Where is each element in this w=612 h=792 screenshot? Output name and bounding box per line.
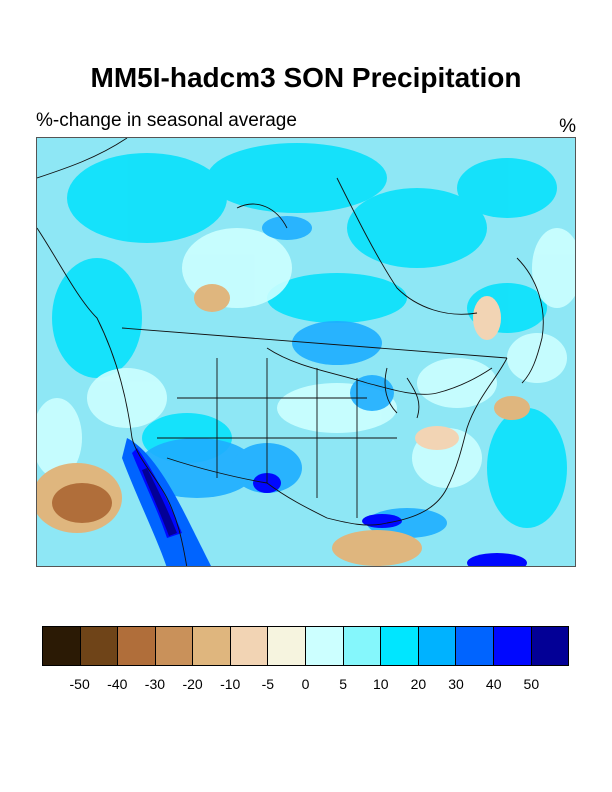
map-fill-negative xyxy=(37,284,530,566)
colorbar-swatch xyxy=(80,627,119,665)
coastlines-and-borders xyxy=(37,138,544,566)
colorbar-tick-label: -5 xyxy=(261,676,275,692)
colorbar-swatch xyxy=(118,627,156,665)
colorbar-swatch xyxy=(306,627,344,665)
colorbar-tick-label: 0 xyxy=(301,676,310,692)
colorbar-tick-label: 20 xyxy=(410,676,427,692)
colorbar-tick-label: -50 xyxy=(69,676,90,692)
colorbar-tick-label: 50 xyxy=(523,676,540,692)
map-canvas xyxy=(37,138,575,566)
colorbar-swatch xyxy=(381,627,419,665)
precipitation-change-map xyxy=(36,137,576,567)
map-fill-40-50pct xyxy=(122,438,527,566)
colorbar-tick-label: 10 xyxy=(372,676,389,692)
colorbar-tick-label: -40 xyxy=(107,676,128,692)
colorbar-swatch xyxy=(193,627,231,665)
colorbar-tick-label: -10 xyxy=(220,676,241,692)
colorbar-swatch xyxy=(230,627,269,665)
units-label: % xyxy=(559,116,576,137)
colorbar-swatch xyxy=(456,627,494,665)
colorbar-tick-label: 40 xyxy=(485,676,502,692)
map-fill-5pct xyxy=(37,228,575,488)
colorbar-swatch xyxy=(343,627,382,665)
colorbar-tick-label: 5 xyxy=(339,676,348,692)
colorbar-swatch xyxy=(268,627,307,665)
colorbar xyxy=(42,626,569,666)
colorbar-tick-label: 30 xyxy=(448,676,464,692)
colorbar-tick-label: -20 xyxy=(182,676,203,692)
colorbar-swatch xyxy=(418,627,457,665)
colorbar-swatch xyxy=(155,627,194,665)
figure-title: MM5I-hadcm3 SON Precipitation xyxy=(90,62,522,93)
colorbar-swatch xyxy=(493,627,532,665)
colorbar-tick-labels: -50 -40 -30 -20 -10 -5 0 5 10 20 30 40 50 xyxy=(42,676,569,696)
colorbar-tick-label: -30 xyxy=(144,676,166,692)
colorbar-swatch xyxy=(43,627,81,665)
colorbar-swatch xyxy=(531,627,569,665)
map-subtitle: %-change in seasonal average xyxy=(36,110,297,131)
